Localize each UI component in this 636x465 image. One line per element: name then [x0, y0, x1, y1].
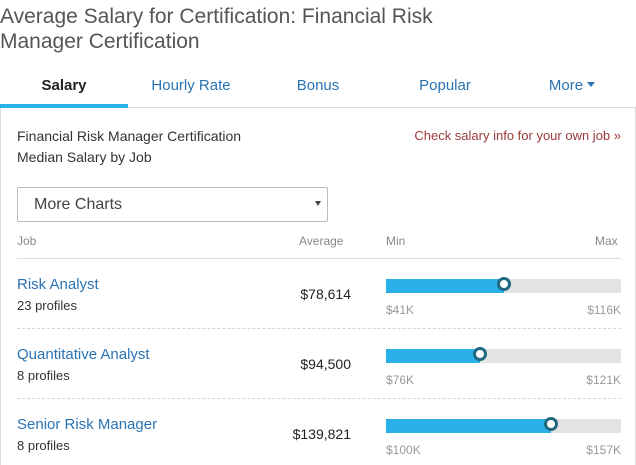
column-header-max: Max [595, 234, 618, 248]
table-header-divider [17, 258, 621, 259]
column-header-job: Job [17, 234, 37, 248]
median-marker [496, 277, 511, 291]
range-max-label: $121K [586, 373, 621, 387]
profile-count: 8 profiles [17, 438, 70, 453]
own-job-salary-link[interactable]: Check salary info for your own job » [414, 128, 621, 143]
tab-popular[interactable]: Popular [419, 77, 471, 94]
column-header-average: Average [299, 234, 344, 248]
salary-range-fill [386, 349, 480, 363]
table-row: Risk Analyst 23 profiles $78,614 $41K $1… [17, 259, 621, 329]
job-link[interactable]: Senior Risk Manager [17, 416, 158, 433]
tab-salary[interactable]: Salary [0, 71, 128, 108]
average-salary: $139,821 [292, 426, 351, 442]
profile-count: 8 profiles [17, 368, 70, 383]
salary-range-bar [386, 277, 621, 293]
column-header-min: Min [386, 234, 406, 248]
range-max-label: $116K [587, 303, 621, 317]
average-salary: $94,500 [300, 356, 351, 372]
range-min-label: $41K [386, 303, 415, 317]
tab-more-label: More [548, 77, 584, 94]
table-row: Quantitative Analyst 8 profiles $94,500 … [17, 329, 621, 399]
tab-more[interactable]: More [508, 71, 636, 108]
subtitle-certification: Financial Risk Manager Certification [17, 128, 242, 144]
more-charts-select[interactable]: More Charts [17, 187, 328, 222]
salary-range-fill [386, 279, 504, 293]
job-link[interactable]: Quantitative Analyst [17, 346, 150, 363]
tab-bar: Salary Hourly Rate Bonus Popular More [0, 71, 636, 108]
more-charts-value: More Charts [34, 196, 123, 213]
median-marker [473, 347, 487, 361]
chevron-down-icon [587, 82, 596, 87]
salary-range-fill [386, 419, 551, 433]
subtitle-median-salary: Median Salary by Job [17, 149, 152, 165]
average-salary: $78,614 [300, 286, 351, 302]
salary-range-bar [386, 347, 621, 363]
range-min-label: $76K [386, 373, 415, 387]
range-max-label: $157K [586, 443, 621, 457]
table-row: Senior Risk Manager 8 profiles $139,821 … [17, 399, 621, 465]
job-link[interactable]: Risk Analyst [17, 276, 99, 293]
range-min-label: $100K [386, 443, 421, 457]
profile-count: 23 profiles [17, 298, 77, 313]
tab-hourly-rate[interactable]: Hourly Rate [151, 77, 231, 94]
tab-bonus[interactable]: Bonus [296, 77, 340, 94]
chart-subtitle: Financial Risk Manager Certification Med… [17, 126, 317, 168]
caret-down-icon [315, 201, 321, 206]
page-title: Average Salary for Certification: Financ… [0, 5, 433, 53]
salary-panel: Financial Risk Manager Certification Med… [0, 108, 636, 465]
salary-range-bar [386, 417, 621, 433]
median-marker [543, 417, 558, 431]
